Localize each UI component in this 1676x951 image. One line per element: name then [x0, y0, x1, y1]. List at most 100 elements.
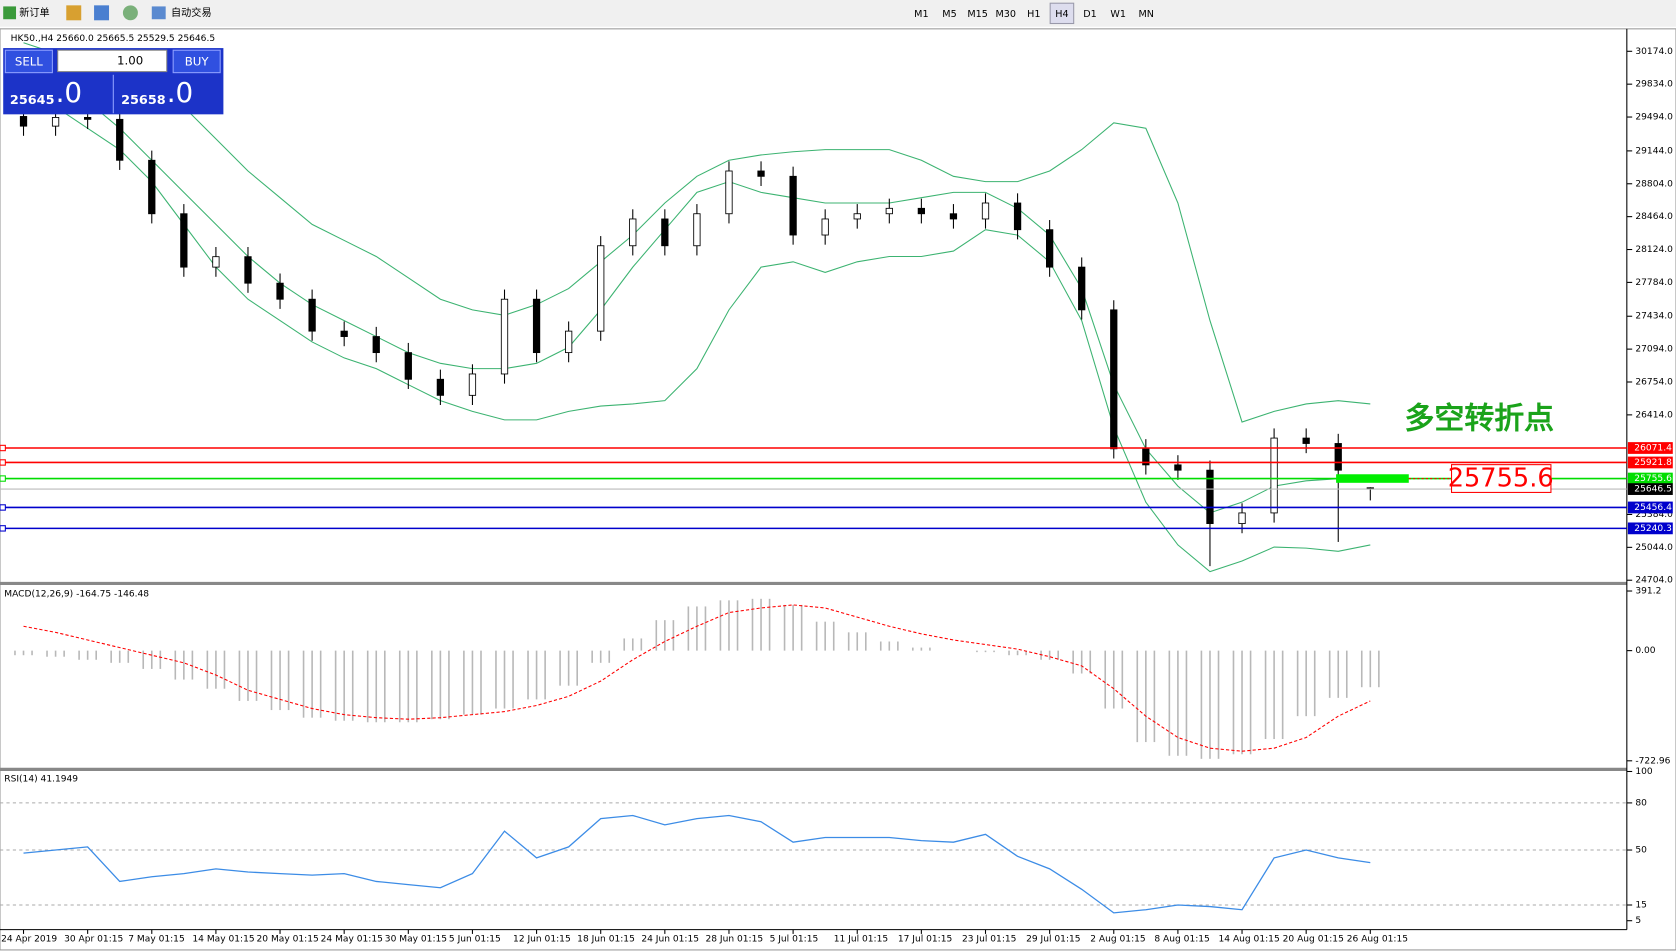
- toolbar: [0, 0, 1676, 27]
- candle-body: [468, 373, 477, 396]
- x-tick-label: 24 May 01:15: [321, 935, 383, 945]
- y-tick-label: 80: [1635, 798, 1647, 808]
- current-price-tag: [1627, 483, 1673, 495]
- x-tick-label: 5 Jun 01:15: [449, 935, 501, 945]
- lot-input[interactable]: [57, 49, 168, 73]
- timeframe-button[interactable]: D1: [1083, 9, 1097, 20]
- timeframe-button[interactable]: MN: [1139, 9, 1154, 20]
- marker-bar: [1336, 474, 1409, 483]
- candle-body: [340, 330, 348, 337]
- y-tick-label: 29494.0: [1635, 113, 1673, 123]
- x-tick-label: 26 Aug 01:15: [1347, 935, 1408, 945]
- y-tick-label: 27784.0: [1635, 278, 1673, 288]
- candle-body: [1174, 464, 1182, 471]
- candle-body: [404, 352, 412, 380]
- auto-trading-label: 自动交易: [171, 6, 212, 19]
- timeframe-button[interactable]: W1: [1110, 9, 1126, 20]
- macd-signal: [23, 604, 1371, 752]
- trade-panel: SELL 1.00 BUY 25645 .0 25658 .0: [3, 48, 224, 115]
- bollinger-upper: [23, 42, 1371, 423]
- sell-label: SELL: [15, 54, 43, 68]
- y-tick-label: 26754.0: [1635, 377, 1673, 387]
- x-tick-label: 11 Jul 01:15: [834, 935, 888, 945]
- candle-body: [308, 298, 316, 332]
- candle-body: [1142, 448, 1150, 466]
- candle-body: [532, 298, 541, 354]
- chart-title: HK50.,H4 25660.0 25665.5 25529.5 25646.5: [11, 34, 215, 44]
- x-tick-label: 20 Aug 01:15: [1283, 935, 1344, 945]
- candle-body: [500, 298, 509, 375]
- x-tick-label: 29 Jul 01:15: [1026, 935, 1080, 945]
- sell-button[interactable]: [4, 49, 53, 74]
- timeframe-button[interactable]: M1: [914, 9, 928, 20]
- annotation: 多空转折点: [1405, 401, 1555, 436]
- candle-body: [1078, 266, 1086, 311]
- level-tag: [1627, 442, 1673, 454]
- x-tick-label: 14 May 01:15: [192, 935, 254, 945]
- new-order-button[interactable]: 新订单: [3, 6, 50, 20]
- candle-body: [565, 330, 573, 354]
- x-tick-label: 17 Jul 01:15: [898, 935, 952, 945]
- toolbar-icon[interactable]: [66, 5, 82, 21]
- bollinger-lower: [23, 95, 1371, 573]
- candle-body: [693, 213, 701, 247]
- ask-fraction: .0: [167, 76, 194, 109]
- y-tick-label: 50: [1635, 846, 1647, 856]
- candle-body: [789, 175, 797, 236]
- marker-box: [1451, 464, 1552, 493]
- timeframe-button[interactable]: M30: [995, 9, 1016, 20]
- x-tick-label: 7 May 01:15: [128, 935, 184, 945]
- timeframe-button[interactable]: M15: [967, 9, 988, 20]
- y-tick-label: 5: [1635, 916, 1641, 926]
- plot-area: 30174.0 29834.0 29494.0 29144.0 28804.0 28464…: [0, 42, 1673, 945]
- bid-fraction: .0: [56, 76, 83, 109]
- x-tick-label: 24 Apr 2019: [1, 935, 57, 945]
- x-tick-label: 5 Jul 01:15: [770, 935, 819, 945]
- y-tick-label: 27094.0: [1635, 345, 1673, 355]
- toolbar-icon[interactable]: [94, 5, 110, 21]
- level-anchor: [0, 504, 6, 511]
- timeframe-button[interactable]: H4: [1055, 9, 1068, 20]
- candle-body: [1013, 202, 1022, 231]
- candle-body: [981, 202, 990, 220]
- buy-button[interactable]: [172, 49, 221, 74]
- timeframe-button[interactable]: M5: [942, 9, 956, 20]
- candle-body: [148, 159, 156, 215]
- candle-body: [212, 256, 220, 268]
- macd-title: MACD(12,26,9) -164.75 -146.48: [4, 590, 149, 600]
- toolbar-icon[interactable]: [122, 5, 138, 21]
- candle-body: [853, 213, 861, 220]
- new-order-label: 新订单: [19, 6, 49, 19]
- y-tick-label: 28464.0: [1635, 212, 1673, 222]
- candle-body: [1110, 309, 1118, 450]
- candle-body: [19, 116, 28, 127]
- candle-body: [1206, 469, 1214, 524]
- y-tick-label: 15: [1635, 901, 1647, 911]
- level-tag: [1627, 501, 1673, 514]
- candle-body: [1238, 512, 1246, 524]
- candle-body: [885, 207, 893, 215]
- x-tick-label: 20 May 01:15: [257, 935, 319, 945]
- candle-body: [629, 218, 637, 247]
- y-tick-label: 28124.0: [1635, 245, 1673, 255]
- marker-label: 25755.6: [1448, 464, 1554, 494]
- level-label: 26071.4: [1634, 444, 1672, 454]
- auto-trading-button[interactable]: 自动交易: [151, 6, 212, 20]
- candle-body: [84, 117, 92, 120]
- x-tick-label: 8 Aug 01:15: [1154, 935, 1209, 945]
- candle-body: [949, 213, 958, 220]
- chart-frame: [0, 28, 1676, 951]
- y-tick-label: 25044.0: [1635, 543, 1673, 553]
- timeframe-button[interactable]: H1: [1027, 9, 1040, 20]
- candle-body: [917, 207, 926, 215]
- timeframe-bar: M1 M5 M15 M30 H1 H4 D1 W1 MN: [914, 2, 1154, 25]
- level-label: 25240.3: [1634, 524, 1672, 534]
- y-tick-label: 391.2: [1635, 587, 1661, 597]
- level-anchor: [0, 475, 6, 482]
- y-tick-label: -722.96: [1635, 756, 1670, 766]
- candle-body: [597, 245, 605, 332]
- candle-body: [244, 256, 252, 284]
- buy-label: BUY: [185, 54, 210, 68]
- bid-price: 25645: [10, 93, 55, 108]
